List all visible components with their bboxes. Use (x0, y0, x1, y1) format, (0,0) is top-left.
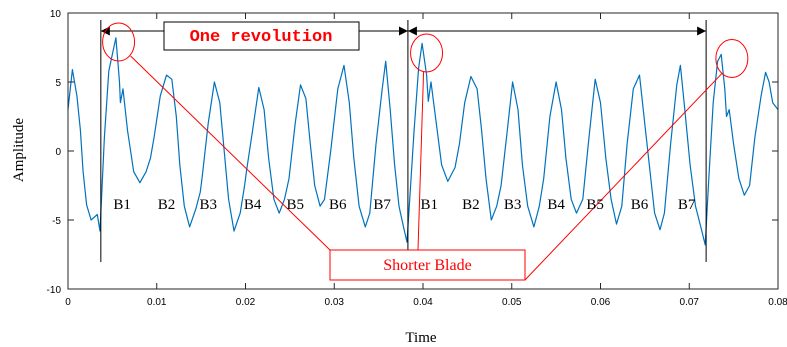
annotation-layer: One revolution Shorter Blade B1 B2 B3 B4 B5 B6 B… (100, 20, 749, 281)
shorter-blade-circle-0 (102, 22, 136, 62)
revolution-label: One revolution (190, 28, 333, 47)
x-tick-label-3: 0.03 (325, 297, 345, 308)
y-tick-label-1: -5 (52, 216, 61, 227)
shorter-blade-connector-0 (130, 55, 331, 251)
blade-label-6: B7 (373, 197, 391, 213)
blade-label-10: B4 (547, 197, 565, 213)
plot-layer (67, 37, 779, 246)
shorter-blade-circle-1 (410, 33, 444, 73)
x-tick-label-4: 0.04 (413, 297, 433, 308)
tick-layer: 0 0.01 0.02 0.03 0.04 0.05 0.06 0.07 0.08 -10 -5 0 5… (47, 9, 787, 308)
shorter-blade-box (329, 249, 526, 281)
blade-label-2: B3 (199, 197, 217, 213)
blade-label-0: B1 (113, 197, 131, 213)
blade-label-1: B2 (158, 197, 176, 213)
y-tick-label-3: 5 (55, 78, 61, 89)
blade-label-9: B3 (504, 197, 522, 213)
shorter-blade-label: Shorter Blade (383, 257, 471, 274)
shorter-blade-connector-1 (417, 72, 425, 251)
blade-label-13: B7 (678, 197, 696, 213)
shorter-blade-circle-2 (715, 39, 749, 79)
blade-label-3: B4 (244, 197, 262, 213)
blade-label-11: B5 (586, 197, 604, 213)
series-line-0 (67, 37, 779, 246)
x-tick-label-8: 0.08 (768, 297, 787, 308)
blade-label-7: B1 (420, 197, 438, 213)
blade-label-12: B6 (631, 197, 649, 213)
y-axis-label: Amplitude (11, 118, 27, 183)
blade-label-5: B6 (329, 197, 347, 213)
x-tick-label-0: 0 (65, 297, 71, 308)
blade-label-8: B2 (462, 197, 480, 213)
y-tick-label-2: 0 (55, 147, 61, 158)
y-tick-label-0: -10 (47, 285, 62, 296)
revolution-label-box (163, 21, 360, 51)
x-tick-label-1: 0.01 (147, 297, 167, 308)
x-tick-label-6: 0.06 (591, 297, 611, 308)
x-tick-label-7: 0.07 (680, 297, 700, 308)
x-tick-label-2: 0.02 (236, 297, 256, 308)
x-axis-label: Time (405, 330, 436, 346)
x-tick-label-5: 0.05 (502, 297, 522, 308)
blade-label-4: B5 (286, 197, 304, 213)
y-tick-label-4: 10 (50, 9, 62, 20)
shorter-blade-connector-2 (524, 73, 723, 281)
